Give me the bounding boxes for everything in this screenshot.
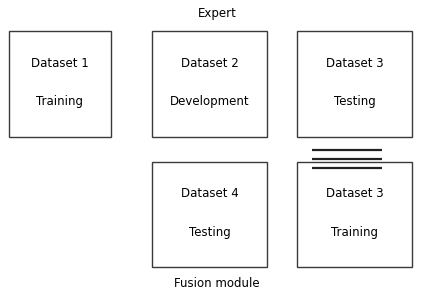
Text: Training: Training bbox=[331, 226, 378, 239]
Text: Dataset 4: Dataset 4 bbox=[181, 187, 238, 200]
Bar bbox=[9, 31, 111, 137]
Text: Dataset 3: Dataset 3 bbox=[326, 187, 384, 200]
Bar bbox=[152, 31, 267, 137]
Bar bbox=[297, 31, 412, 137]
Text: Dataset 3: Dataset 3 bbox=[326, 57, 384, 69]
Bar bbox=[152, 162, 267, 267]
Text: Training: Training bbox=[36, 95, 83, 108]
Text: Fusion module: Fusion module bbox=[174, 277, 260, 290]
Text: Dataset 1: Dataset 1 bbox=[31, 57, 89, 69]
Text: Development: Development bbox=[170, 95, 249, 108]
Bar bbox=[297, 162, 412, 267]
Text: Expert: Expert bbox=[197, 7, 237, 20]
Text: Testing: Testing bbox=[188, 226, 230, 239]
Text: Dataset 2: Dataset 2 bbox=[181, 57, 238, 69]
Text: Testing: Testing bbox=[334, 95, 376, 108]
